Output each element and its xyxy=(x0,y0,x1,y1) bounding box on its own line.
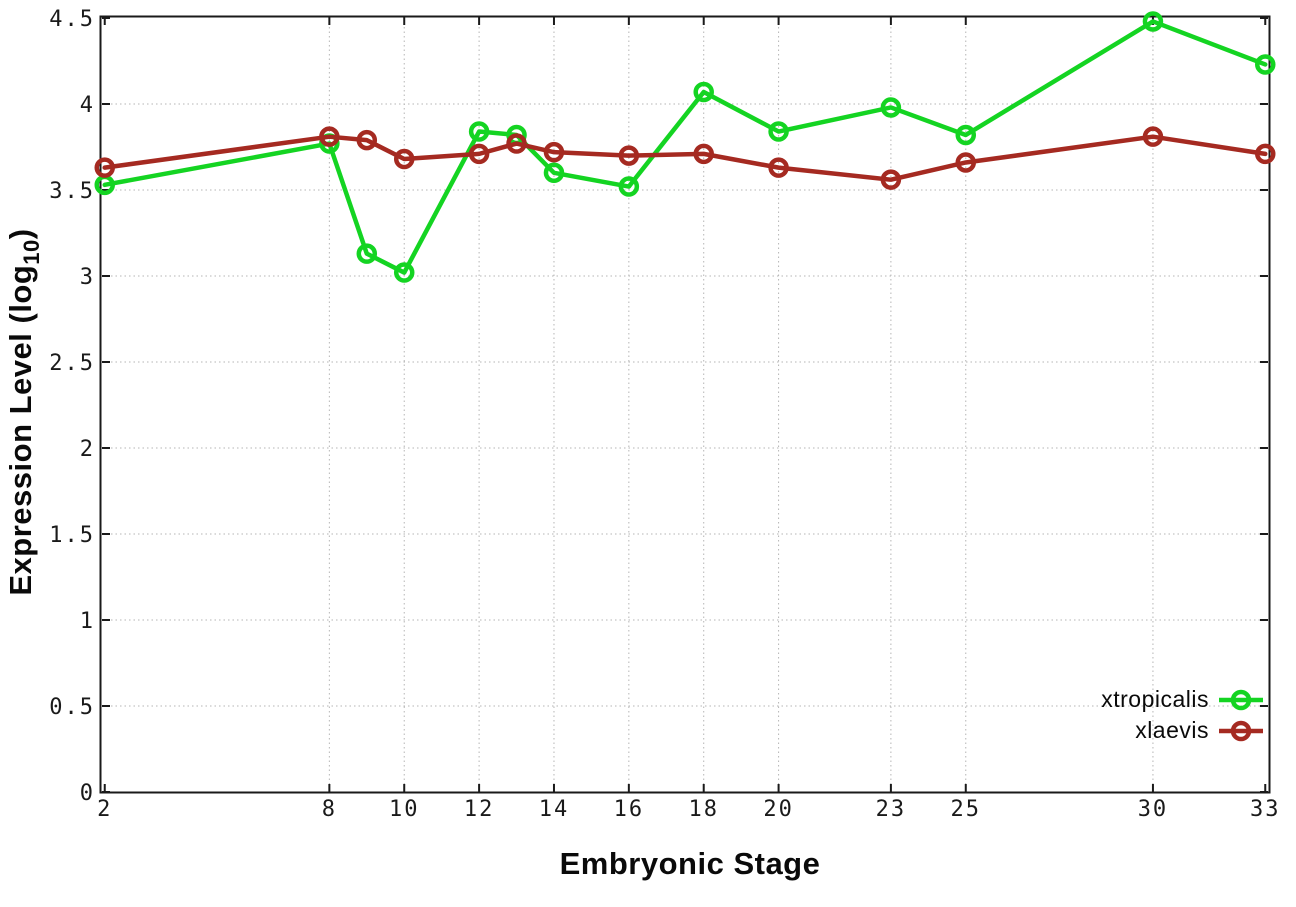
y-tick-label: 4 xyxy=(80,93,95,118)
legend-sample-xtropicalis xyxy=(1219,689,1263,710)
legend: xtropicalis xlaevis xyxy=(1101,685,1264,745)
x-tick-label: 16 xyxy=(614,797,645,822)
data-point-marker xyxy=(618,176,640,197)
tick-labels: 2 8 10 12 14 16 18 20 23 25 30 33 0 0.5 1 1.5 2 2.5 3 3.5 4 4… xyxy=(49,7,1281,822)
data-point-marker xyxy=(468,121,490,142)
y-tick-label: 3 xyxy=(80,265,95,290)
data-point-marker xyxy=(880,97,902,118)
data-point-marker xyxy=(618,145,640,166)
y-tick-label: 0.5 xyxy=(49,695,95,720)
data-point-marker xyxy=(468,143,490,165)
data-point-marker xyxy=(1255,143,1276,165)
data-point-marker xyxy=(319,126,340,147)
data-point-marker xyxy=(1142,126,1164,147)
x-tick-label: 10 xyxy=(389,797,420,822)
x-tick-label: 33 xyxy=(1250,797,1281,822)
data-point-marker xyxy=(1255,54,1276,75)
data-point-marker xyxy=(693,81,714,103)
y-tick-label: 3.5 xyxy=(49,179,95,204)
x-axis-title: Embryonic Stage xyxy=(559,846,821,881)
data-point-marker xyxy=(506,133,527,154)
data-point-marker xyxy=(393,148,415,170)
data-point-marker xyxy=(94,157,115,178)
x-tick-label: 14 xyxy=(539,797,570,822)
x-tick-label: 20 xyxy=(763,797,794,822)
data-point-marker xyxy=(955,124,977,146)
y-axis-title-subscript: 10 xyxy=(19,239,44,265)
legend-sample-xlaevis xyxy=(1219,720,1263,741)
legend-row-xlaevis: xlaevis xyxy=(1101,716,1264,745)
data-point-marker xyxy=(768,157,789,178)
x-tick-label: 18 xyxy=(688,797,719,822)
x-tick-label: 30 xyxy=(1138,797,1169,822)
gridlines xyxy=(102,18,1268,792)
x-tick-label: 8 xyxy=(322,797,337,822)
data-point-marker xyxy=(543,162,565,184)
y-tick-label: 1 xyxy=(80,609,95,634)
y-tick-label: 4.5 xyxy=(49,7,95,32)
data-point-marker xyxy=(768,121,789,142)
data-point-marker xyxy=(356,129,378,151)
series-xtropicalis xyxy=(94,11,1276,283)
plot-border xyxy=(99,15,1271,794)
x-tick-label: 12 xyxy=(464,797,495,822)
data-point-marker xyxy=(393,262,415,283)
legend-label-xlaevis: xlaevis xyxy=(1135,717,1209,743)
y-axis-title: Expression Level (log10) xyxy=(3,228,44,596)
y-tick-label: 2.5 xyxy=(49,351,95,376)
data-point-marker xyxy=(693,143,714,165)
tick-marks xyxy=(102,17,1268,793)
x-tick-label: 25 xyxy=(951,797,982,822)
y-tick-label: 0 xyxy=(80,781,95,806)
legend-row-xtropicalis: xtropicalis xyxy=(1101,685,1264,714)
series-xlaevis xyxy=(94,126,1276,190)
y-tick-label: 2 xyxy=(80,437,95,462)
data-point-marker xyxy=(1142,11,1164,32)
data-point-marker xyxy=(955,152,977,173)
x-tick-label: 23 xyxy=(876,797,907,822)
data-point-marker xyxy=(880,169,902,190)
x-tick-label: 2 xyxy=(97,797,112,822)
data-point-marker xyxy=(356,243,378,264)
series-line-xlaevis xyxy=(102,134,1268,182)
data-point-marker xyxy=(543,141,565,163)
y-tick-label: 1.5 xyxy=(49,523,95,548)
legend-label-xtropicalis: xtropicalis xyxy=(1101,686,1209,712)
